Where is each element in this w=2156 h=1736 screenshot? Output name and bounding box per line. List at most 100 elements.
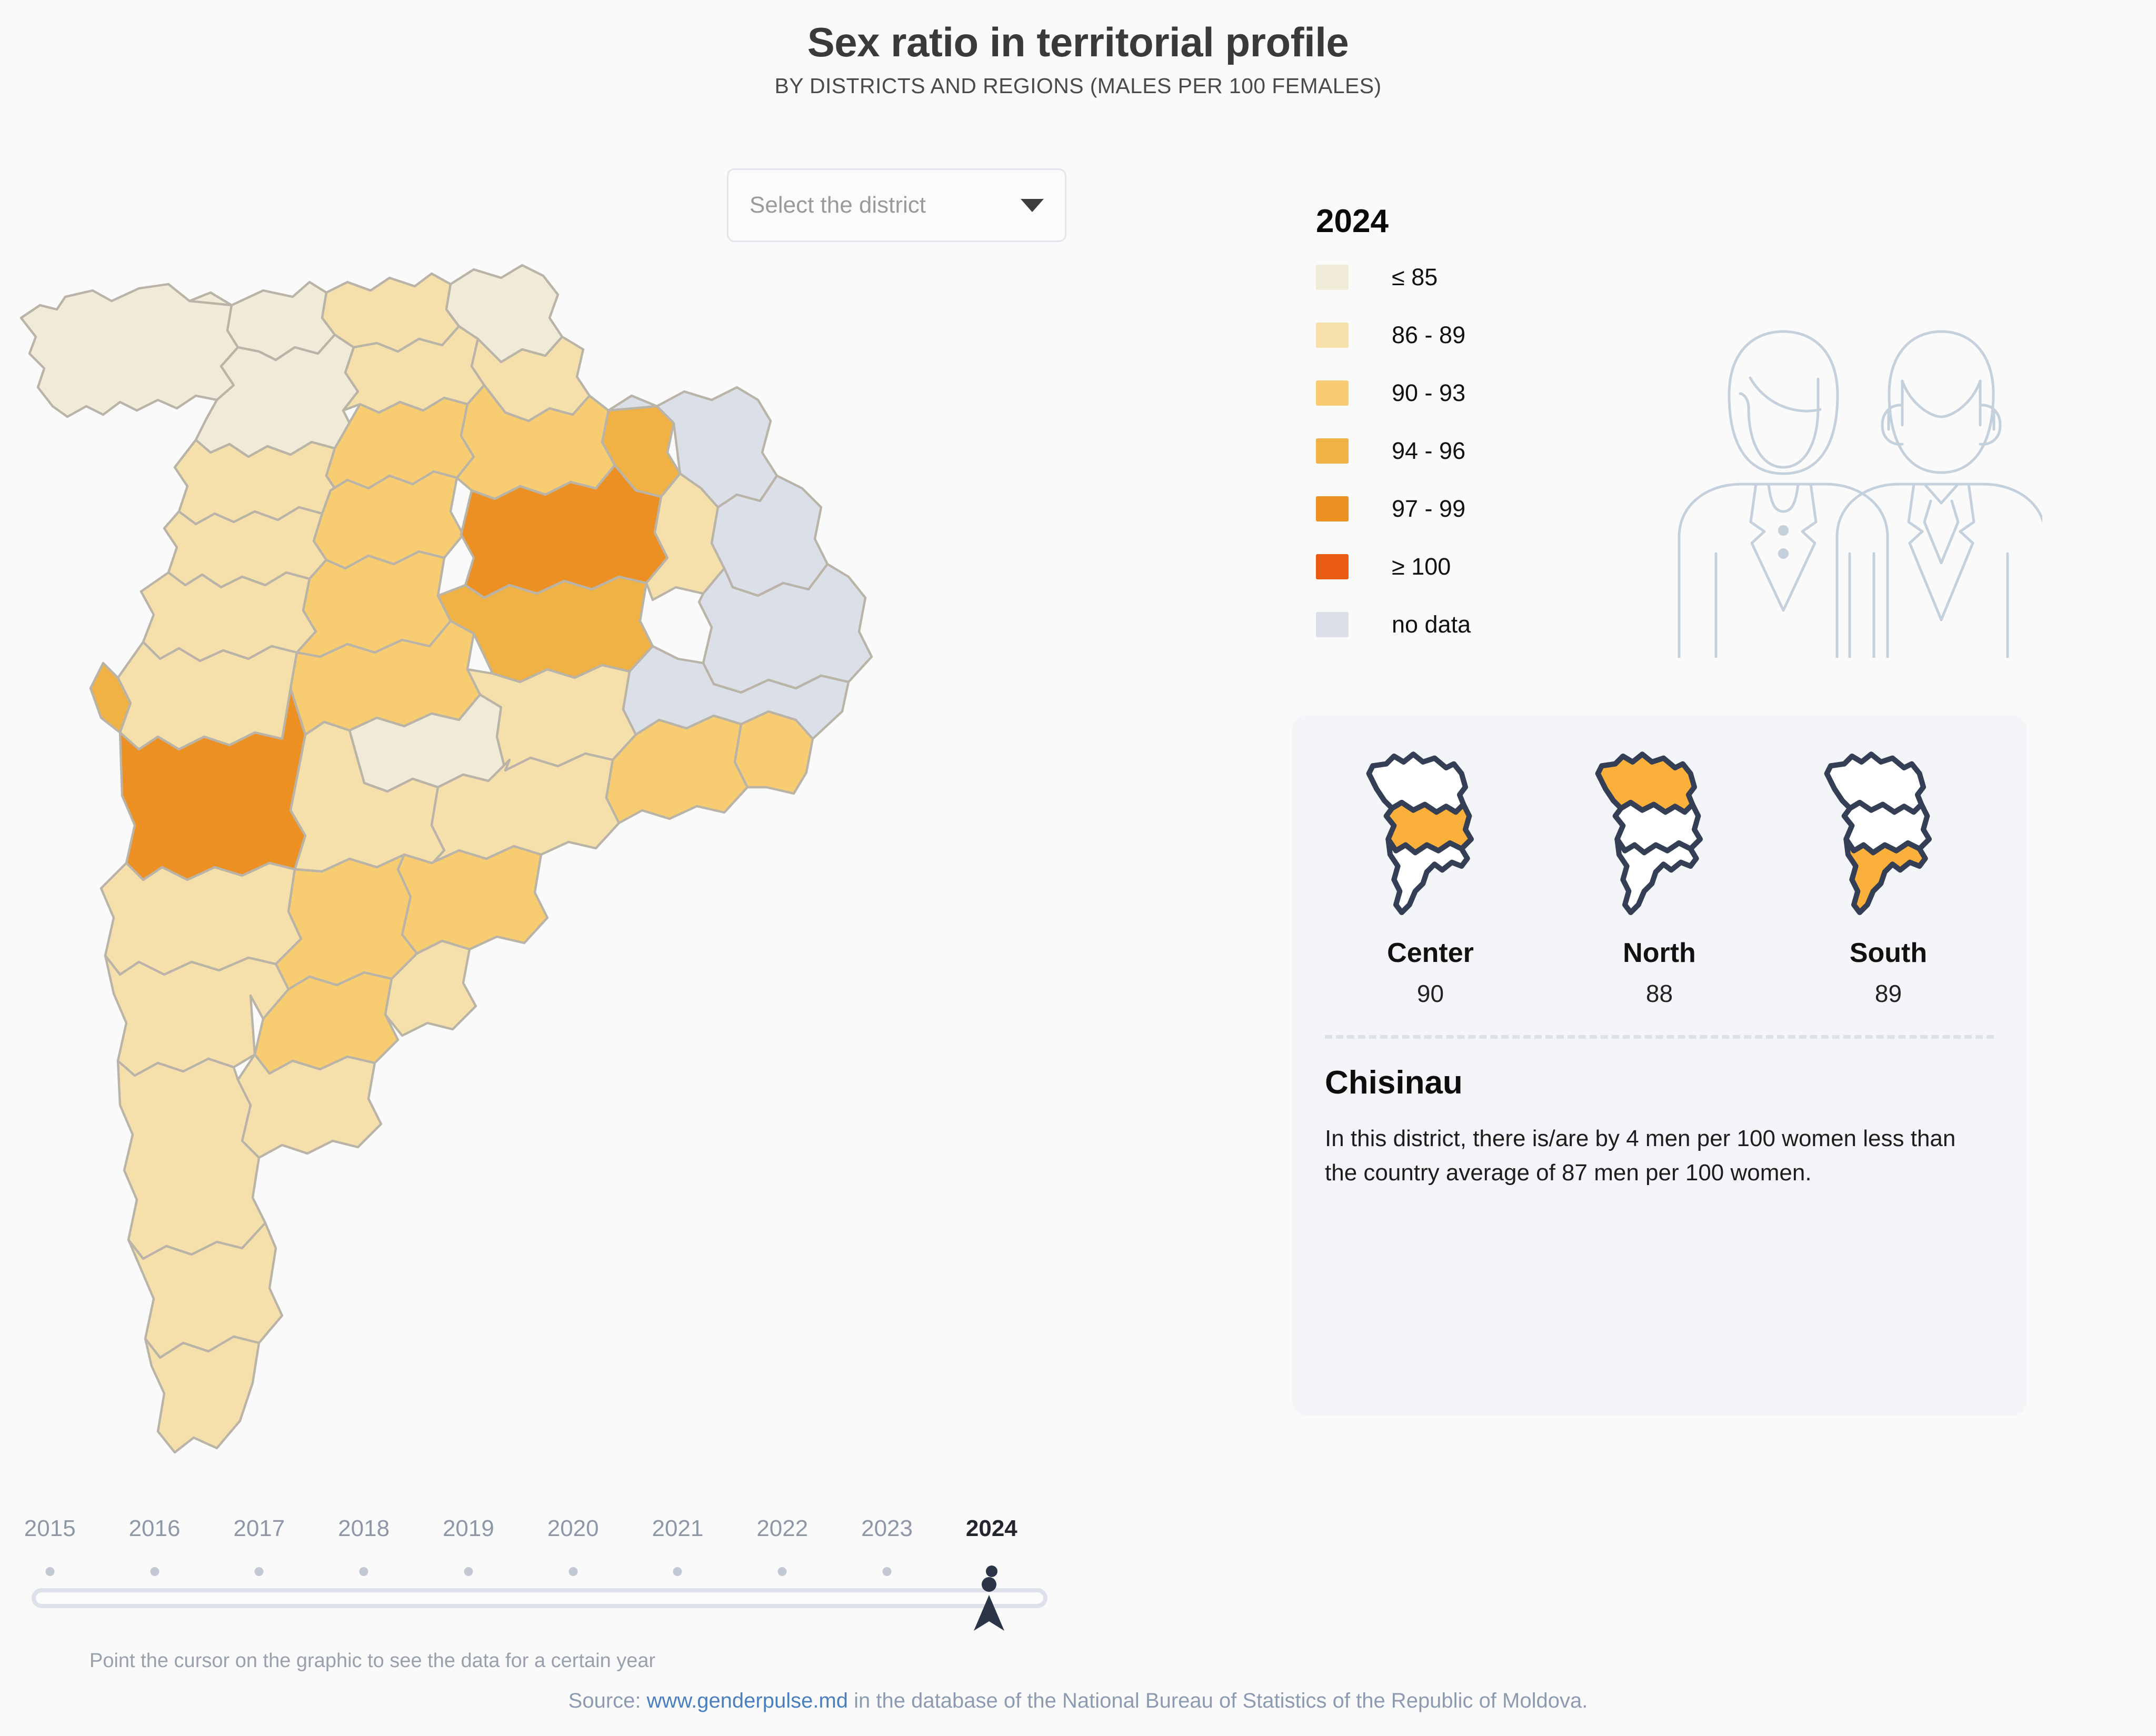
man-icon xyxy=(1835,330,2047,659)
region-block-north[interactable]: North 88 xyxy=(1573,745,1746,1008)
source-suffix: in the database of the National Bureau o… xyxy=(848,1689,1588,1712)
district-ungheni[interactable] xyxy=(116,640,305,751)
district-description: In this district, there is/are by 4 men … xyxy=(1325,1126,1956,1186)
region-name: Center xyxy=(1387,938,1474,968)
district-criuleni[interactable] xyxy=(436,575,654,684)
district-basarabeasca[interactable] xyxy=(396,845,549,955)
district-nisporeni[interactable] xyxy=(89,661,132,734)
district-vulcanesti[interactable] xyxy=(116,1057,267,1260)
district-cahul-south[interactable] xyxy=(144,1335,261,1454)
region-block-south[interactable]: South 89 xyxy=(1802,745,1975,1008)
legend-year: 2024 xyxy=(1316,203,1389,239)
district-select[interactable]: Select the district xyxy=(727,168,1066,242)
page-header: Sex ratio in territorial profile BY DIST… xyxy=(0,21,2156,98)
timeline-dot-2018[interactable] xyxy=(359,1567,368,1576)
page-title: Sex ratio in territorial profile xyxy=(807,19,1349,65)
map-svg[interactable] xyxy=(11,200,1137,1510)
legend-swatch xyxy=(1316,380,1349,406)
district-donduseni[interactable] xyxy=(321,272,461,353)
legend-swatch xyxy=(1316,554,1349,579)
timeline-year-labels: 2015 2016 2017 2018 2019 2020 2021 2022 … xyxy=(24,1516,1047,1552)
legend-label: no data xyxy=(1392,611,1471,638)
cursor-arrow-icon xyxy=(974,1577,1004,1631)
people-illustration xyxy=(1626,316,2047,659)
timeline-dot-2024[interactable] xyxy=(985,1566,997,1577)
region-block-center[interactable]: Center 90 xyxy=(1344,745,1518,1008)
region-map-center xyxy=(1366,751,1474,916)
timeline-thumb-cursor-icon[interactable] xyxy=(971,1576,1007,1634)
source-footer: Source: www.genderpulse.md in the databa… xyxy=(0,1689,2156,1713)
timeline-year-2023[interactable]: 2023 xyxy=(861,1516,913,1541)
region-transnistria-south[interactable] xyxy=(697,563,873,694)
district-info-card: Center 90 North 88 South xyxy=(1292,716,2027,1416)
page-subtitle: BY DISTRICTS AND REGIONS (MALES PER 100 … xyxy=(774,73,1382,98)
card-divider xyxy=(1325,1035,1994,1039)
region-map-south xyxy=(1824,751,1932,916)
source-prefix: Source: xyxy=(568,1689,647,1712)
timeline-track[interactable] xyxy=(32,1588,1047,1608)
district-briceni[interactable] xyxy=(19,283,239,418)
timeline-dot-2019[interactable] xyxy=(464,1567,473,1576)
timeline-year-2015[interactable]: 2015 xyxy=(24,1516,76,1541)
legend-swatch xyxy=(1316,323,1349,348)
district-uta-gagauzia-a[interactable] xyxy=(274,853,418,991)
timeline-dot-2023[interactable] xyxy=(882,1567,892,1576)
regions-row: Center 90 North 88 South xyxy=(1292,716,2027,1008)
legend-swatch xyxy=(1316,265,1349,290)
timeline-year-2022[interactable]: 2022 xyxy=(756,1516,808,1541)
timeline-dot-2017[interactable] xyxy=(254,1567,264,1576)
map-legend: 2024 ≤ 85 86 - 89 90 - 93 94 - 96 97 - 9… xyxy=(1316,203,1471,664)
legend-item[interactable]: 86 - 89 xyxy=(1316,317,1471,354)
woman-icon xyxy=(1678,330,1889,659)
region-value: 90 xyxy=(1416,980,1444,1007)
region-name: North xyxy=(1623,938,1696,968)
legend-item[interactable]: no data xyxy=(1316,606,1471,643)
region-map-north xyxy=(1595,751,1703,916)
legend-swatch xyxy=(1316,438,1349,464)
people-illustration-svg xyxy=(1678,330,2047,659)
legend-item[interactable]: ≥ 100 xyxy=(1316,548,1471,585)
region-transnistria-bender[interactable] xyxy=(622,645,850,740)
region-transnistria-north[interactable] xyxy=(607,386,778,509)
legend-label: 86 - 89 xyxy=(1392,322,1466,348)
timeline-dot-2022[interactable] xyxy=(777,1567,787,1576)
legend-item[interactable]: 90 - 93 xyxy=(1316,375,1471,412)
district-taraclia[interactable] xyxy=(236,1053,383,1159)
legend-item[interactable]: ≤ 85 xyxy=(1316,259,1471,296)
legend-label: 94 - 96 xyxy=(1392,437,1466,464)
district-detail: Chisinau In this district, there is/are … xyxy=(1292,1039,2027,1190)
region-name: South xyxy=(1849,938,1928,968)
timeline-year-2019[interactable]: 2019 xyxy=(442,1516,494,1541)
chevron-down-icon xyxy=(1021,198,1044,212)
timeline-year-2020[interactable]: 2020 xyxy=(547,1516,599,1541)
district-glodeni[interactable] xyxy=(163,506,328,589)
timeline-year-2021[interactable]: 2021 xyxy=(652,1516,704,1541)
legend-label: 97 - 99 xyxy=(1392,495,1466,522)
timeline-dots xyxy=(32,1562,1047,1583)
district-select-placeholder: Select the district xyxy=(750,192,926,218)
district-comrat-enclave[interactable] xyxy=(363,939,477,1037)
timeline-dot-2016[interactable] xyxy=(150,1567,159,1576)
moldova-choropleth-map[interactable] xyxy=(11,200,1137,1510)
timeline-year-2024[interactable]: 2024 xyxy=(965,1516,1017,1541)
legend-label: ≥ 100 xyxy=(1392,553,1451,580)
legend-item[interactable]: 94 - 96 xyxy=(1316,433,1471,469)
district-name: Chisinau xyxy=(1325,1065,1463,1101)
timeline-year-2016[interactable]: 2016 xyxy=(128,1516,181,1541)
source-link[interactable]: www.genderpulse.md xyxy=(646,1689,849,1712)
district-leova[interactable] xyxy=(99,861,303,976)
timeline-dot-2021[interactable] xyxy=(673,1567,682,1576)
district-calarasi[interactable] xyxy=(295,550,452,658)
timeline-dot-2020[interactable] xyxy=(568,1567,578,1576)
legend-label: 90 - 93 xyxy=(1392,379,1466,406)
timeline-dot-2015[interactable] xyxy=(45,1567,55,1576)
legend-swatch xyxy=(1316,612,1349,637)
year-timeline-slider[interactable]: 2015 2016 2017 2018 2019 2020 2021 2022 … xyxy=(24,1516,1047,1637)
region-value: 89 xyxy=(1874,980,1902,1007)
timeline-year-2018[interactable]: 2018 xyxy=(338,1516,390,1541)
timeline-year-2017[interactable]: 2017 xyxy=(233,1516,285,1541)
legend-label: ≤ 85 xyxy=(1392,264,1438,290)
region-value: 88 xyxy=(1645,980,1673,1007)
district-falesti[interactable] xyxy=(139,571,317,663)
legend-item[interactable]: 97 - 99 xyxy=(1316,490,1471,527)
